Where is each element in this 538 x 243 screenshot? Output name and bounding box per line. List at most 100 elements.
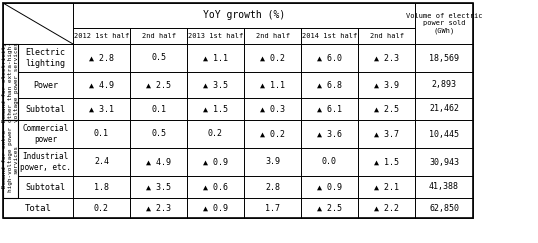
Text: 0.5: 0.5 [151,53,166,62]
Bar [73,198,130,218]
Text: 62,850: 62,850 [429,203,459,212]
Text: ▲ 0.9: ▲ 0.9 [317,182,342,191]
Bar [358,198,415,218]
Bar [301,28,358,44]
Bar [358,28,415,44]
Bar [301,198,358,218]
Bar [18,176,73,198]
Text: ▲ 0.9: ▲ 0.9 [203,203,228,212]
Bar [244,198,301,218]
Bar [73,98,130,120]
Text: ▲ 3.5: ▲ 3.5 [146,182,171,191]
Text: 2013 1st half: 2013 1st half [188,33,243,39]
Bar [73,120,130,148]
Text: YoY growth (%): YoY growth (%) [203,10,285,20]
Bar [187,148,244,176]
Text: 0.0: 0.0 [322,157,337,166]
Bar [18,148,73,176]
Text: ▲ 3.1: ▲ 3.1 [89,104,114,113]
Text: ▲ 1.1: ▲ 1.1 [260,80,285,89]
Bar [415,3,473,44]
Text: 41,388: 41,388 [429,182,459,191]
Bar [358,98,415,120]
Bar [187,98,244,120]
Bar [3,44,18,120]
Bar [415,98,473,120]
Text: ▲ 6.1: ▲ 6.1 [317,104,342,113]
Text: ▲ 3.6: ▲ 3.6 [317,130,342,139]
Text: Volume of electric
power sold
(GWh): Volume of electric power sold (GWh) [406,13,482,34]
Text: ▲ 2.5: ▲ 2.5 [374,104,399,113]
Bar [187,176,244,198]
Text: 0.5: 0.5 [151,130,166,139]
Bar [415,148,473,176]
Bar [18,44,73,72]
Bar [301,44,358,72]
Text: Power: Power [33,80,58,89]
Bar [301,176,358,198]
Bar [3,3,473,218]
Text: 18,569: 18,569 [429,53,459,62]
Text: ▲ 0.3: ▲ 0.3 [260,104,285,113]
Bar [187,28,244,44]
Text: ▲ 0.9: ▲ 0.9 [203,157,228,166]
Bar [244,176,301,198]
Bar [415,198,473,218]
Bar [3,3,73,44]
Bar [415,176,473,198]
Bar [130,44,187,72]
Bar [301,148,358,176]
Text: 30,943: 30,943 [429,157,459,166]
Text: 1.7: 1.7 [265,203,280,212]
Bar [3,198,73,218]
Text: Demand for extra
high-voltage power
services: Demand for extra high-voltage power serv… [2,126,19,192]
Bar [358,44,415,72]
Text: 2014 1st half: 2014 1st half [302,33,357,39]
Text: 0.2: 0.2 [208,130,223,139]
Bar [415,72,473,98]
Bar [358,176,415,198]
Text: Commercial
power: Commercial power [23,124,69,144]
Bar [244,98,301,120]
Text: 2.4: 2.4 [94,157,109,166]
Text: ▲ 2.5: ▲ 2.5 [146,80,171,89]
Bar [18,120,73,148]
Text: 2012 1st half: 2012 1st half [74,33,129,39]
Bar [358,120,415,148]
Bar [358,148,415,176]
Bar [130,98,187,120]
Text: ▲ 0.6: ▲ 0.6 [203,182,228,191]
Bar [244,44,301,72]
Bar [73,28,130,44]
Bar [73,44,130,72]
Text: ▲ 6.0: ▲ 6.0 [317,53,342,62]
Text: ▲ 2.8: ▲ 2.8 [89,53,114,62]
Text: ▲ 4.9: ▲ 4.9 [89,80,114,89]
Bar [301,120,358,148]
Bar [301,72,358,98]
Bar [415,120,473,148]
Text: 2nd half: 2nd half [141,33,175,39]
Text: 2,893: 2,893 [431,80,457,89]
Bar [73,148,130,176]
Text: 2.8: 2.8 [265,182,280,191]
Text: 1.8: 1.8 [94,182,109,191]
Bar [187,72,244,98]
Text: ▲ 2.3: ▲ 2.3 [374,53,399,62]
Text: ▲ 1.5: ▲ 1.5 [374,157,399,166]
Text: Total: Total [25,203,52,212]
Bar [130,120,187,148]
Text: Electric
lighting: Electric lighting [25,48,66,68]
Text: Demand for electricity
other than extra-high-
voltage power services: Demand for electricity other than extra-… [2,42,19,122]
Text: ▲ 2.3: ▲ 2.3 [146,203,171,212]
Text: ▲ 6.8: ▲ 6.8 [317,80,342,89]
Bar [244,28,301,44]
Bar [187,120,244,148]
Text: ▲ 0.2: ▲ 0.2 [260,130,285,139]
Text: Subtotal: Subtotal [25,182,66,191]
Bar [130,28,187,44]
Text: ▲ 2.1: ▲ 2.1 [374,182,399,191]
Text: ▲ 3.9: ▲ 3.9 [374,80,399,89]
Text: 0.2: 0.2 [94,203,109,212]
Bar [244,120,301,148]
